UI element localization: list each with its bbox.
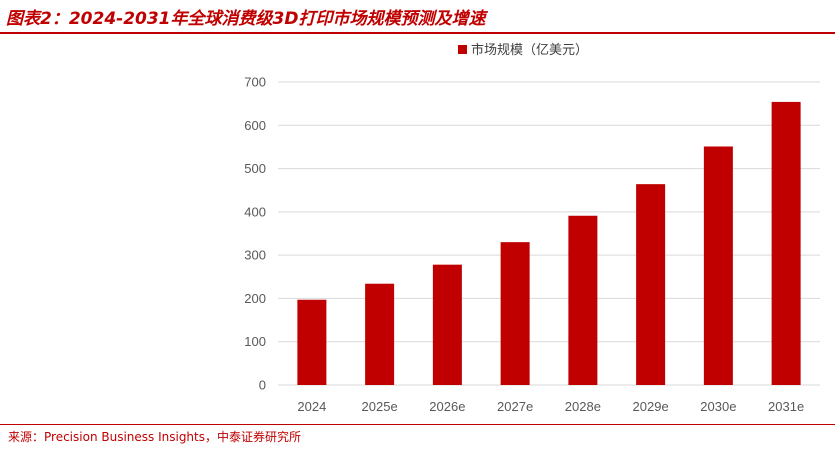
legend: 市场规模（亿美元） [458,42,588,58]
y-tick-label: 700 [244,75,266,90]
y-tick-label: 600 [244,118,266,133]
y-tick-label: 300 [244,248,266,263]
x-axis-labels: 2024 2025e 2026e 2027e 2028e 2029e 2030e 2031e [297,399,804,414]
x-tick-label: 2026e [429,399,465,414]
bar-2030e [703,146,733,385]
y-tick-label: 500 [244,161,266,176]
y-tick-label: 0 [259,378,266,393]
y-axis-labels: 0 100 200 300 400 500 600 700 [244,75,266,393]
gridlines [278,81,820,386]
bar-2031e [771,101,801,385]
y-tick-label: 400 [244,204,266,219]
x-tick-label: 2028e [565,399,601,414]
bars [297,101,801,385]
chart-title: 图表2：2024-2031年全球消费级3D打印市场规模预测及增速 [6,9,486,29]
bar-2027e [500,242,530,385]
bar-2025e [365,283,395,385]
bar-2028e [568,215,598,385]
footer-divider [0,424,835,425]
bar-2029e [636,184,666,385]
x-tick-label: 2029e [633,399,669,414]
title-divider [0,32,835,34]
legend-label: 市场规模（亿美元） [471,42,588,58]
x-tick-label: 2027e [497,399,533,414]
y-tick-label: 200 [244,291,266,306]
legend-swatch [458,45,467,54]
bar-2024 [297,299,327,385]
y-tick-label: 100 [244,334,266,349]
x-tick-label: 2030e [700,399,736,414]
x-tick-label: 2024 [297,399,326,414]
x-tick-label: 2025e [362,399,398,414]
source-note: 来源：Precision Business Insights，中泰证券研究所 [8,430,301,444]
bar-2026e [432,264,462,385]
x-tick-label: 2031e [768,399,804,414]
